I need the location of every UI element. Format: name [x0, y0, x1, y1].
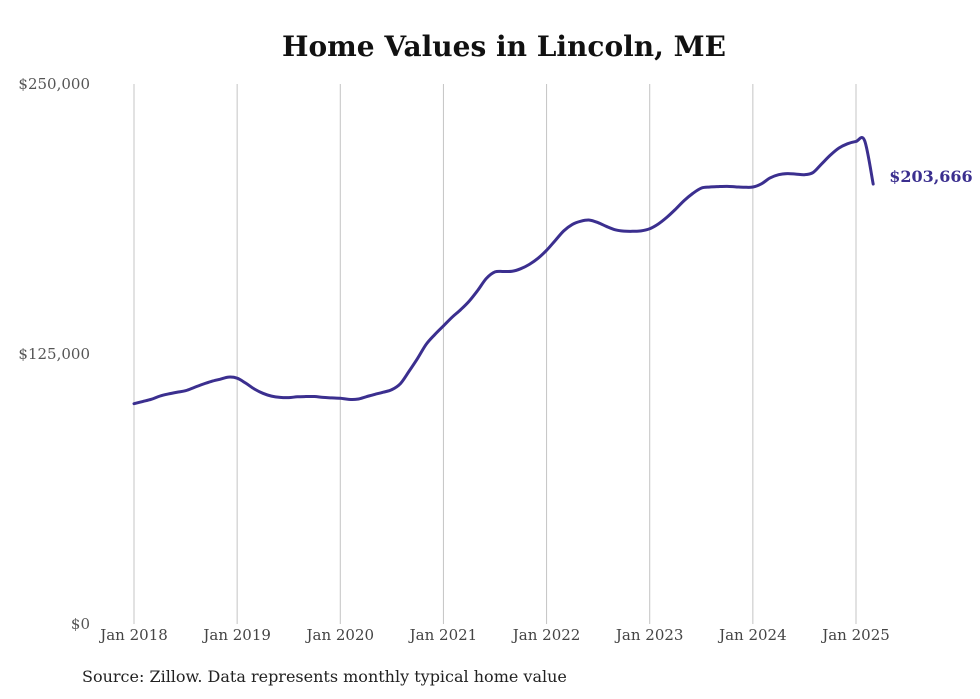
x-tick-label: Jan 2020	[305, 626, 375, 644]
series-line	[132, 136, 875, 406]
x-tick-label: Jan 2022	[511, 626, 581, 644]
x-tick-label: Jan 2023	[614, 626, 684, 644]
y-axis: $0 $125,000 $250,000	[18, 75, 90, 633]
y-tick-label: $0	[71, 615, 90, 633]
x-tick-label: Jan 2025	[820, 626, 890, 644]
x-tick-label: Jan 2024	[717, 626, 787, 644]
series-layer	[132, 136, 875, 406]
source-note: Source: Zillow. Data represents monthly …	[82, 667, 567, 686]
grid-layer	[133, 84, 857, 624]
x-axis: Jan 2018 Jan 2019 Jan 2020 Jan 2021 Jan 2022…	[98, 626, 890, 644]
x-tick-label: Jan 2018	[98, 626, 168, 644]
chart-title: Home Values in Lincoln, ME	[282, 30, 726, 63]
end-value-label: $203,666	[889, 167, 973, 186]
x-tick-label: Jan 2021	[408, 626, 478, 644]
y-tick-label: $125,000	[18, 345, 90, 363]
y-tick-label: $250,000	[18, 75, 90, 93]
x-tick-label: Jan 2019	[201, 626, 271, 644]
